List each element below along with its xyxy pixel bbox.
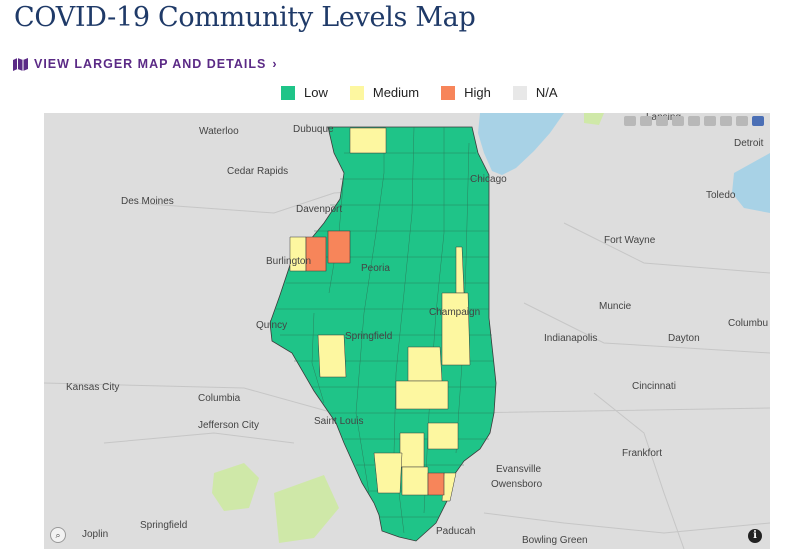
legend-swatch-medium bbox=[349, 85, 364, 100]
legend-swatch-high bbox=[441, 85, 456, 100]
legend-label-low: Low bbox=[304, 85, 328, 100]
legend-label-na: N/A bbox=[535, 85, 558, 100]
city-label: Evansville bbox=[496, 464, 541, 475]
city-label: Jefferson City bbox=[198, 420, 259, 431]
legend-item-low: Low bbox=[281, 85, 328, 100]
city-label: Frankfort bbox=[622, 448, 662, 459]
map-legend: Low Medium High N/A bbox=[281, 85, 580, 100]
camera-icon[interactable] bbox=[624, 116, 636, 126]
move-icon[interactable] bbox=[640, 116, 652, 126]
legend-swatch-na bbox=[512, 85, 527, 100]
medium-counties[interactable] bbox=[289, 127, 471, 502]
back-icon[interactable] bbox=[736, 116, 748, 126]
lake-erie bbox=[732, 153, 770, 213]
park-area bbox=[584, 113, 604, 125]
city-label: Saint Louis bbox=[314, 416, 363, 427]
city-label: Fort Wayne bbox=[604, 235, 656, 246]
city-label: Waterloo bbox=[199, 126, 239, 137]
park-area bbox=[212, 463, 259, 511]
city-label: Dubuque bbox=[293, 124, 334, 135]
city-label: Dayton bbox=[668, 333, 700, 344]
zoom-icon[interactable]: ⌕ bbox=[50, 527, 66, 543]
plotly-logo-icon[interactable] bbox=[752, 116, 764, 126]
home-icon[interactable] bbox=[720, 116, 732, 126]
city-label: Springfield bbox=[345, 331, 392, 342]
legend-item-medium: Medium bbox=[349, 85, 420, 100]
city-label: Kansas City bbox=[66, 382, 119, 393]
select-icon[interactable] bbox=[656, 116, 668, 126]
city-label: Indianapolis bbox=[544, 333, 597, 344]
map-canvas[interactable]: Waterloo Dubuque Cedar Rapids Des Moines… bbox=[44, 113, 770, 549]
city-label: Champaign bbox=[429, 307, 480, 318]
city-label: Burlington bbox=[266, 256, 311, 267]
view-larger-map-link[interactable]: VIEW LARGER MAP AND DETAILS › bbox=[13, 57, 278, 71]
info-icon[interactable]: i bbox=[748, 529, 762, 543]
legend-item-na: N/A bbox=[512, 85, 558, 100]
legend-label-high: High bbox=[464, 85, 491, 100]
city-label: Detroit bbox=[734, 138, 764, 149]
city-label: Muncie bbox=[599, 301, 632, 312]
lasso-icon[interactable] bbox=[672, 116, 684, 126]
lake-michigan bbox=[478, 113, 564, 175]
city-label: Bowling Green bbox=[522, 535, 588, 546]
city-label: Joplin bbox=[82, 529, 108, 540]
city-label: Springfield bbox=[140, 520, 187, 531]
city-label: Columbu bbox=[728, 318, 768, 329]
zoom-out-icon[interactable] bbox=[704, 116, 716, 126]
zoom-in-icon[interactable] bbox=[688, 116, 700, 126]
city-label: Des Moines bbox=[121, 196, 174, 207]
map-toolbar bbox=[624, 116, 764, 126]
park-area bbox=[274, 475, 339, 543]
city-label: Columbia bbox=[198, 393, 241, 404]
legend-swatch-low bbox=[281, 85, 295, 100]
high-counties[interactable] bbox=[305, 230, 445, 496]
city-label: Owensboro bbox=[491, 479, 543, 490]
city-label: Toledo bbox=[706, 190, 736, 201]
legend-item-high: High bbox=[441, 85, 491, 100]
city-label: Cedar Rapids bbox=[227, 166, 288, 177]
view-larger-map-label: VIEW LARGER MAP AND DETAILS bbox=[34, 57, 267, 71]
city-label: Quincy bbox=[256, 320, 287, 331]
city-label: Davenport bbox=[296, 204, 342, 215]
page-title: COVID-19 Community Levels Map bbox=[14, 2, 476, 33]
map-icon bbox=[13, 57, 28, 71]
city-label: Chicago bbox=[470, 174, 507, 185]
city-label: Peoria bbox=[361, 263, 390, 274]
city-label: Paducah bbox=[436, 526, 475, 537]
community-levels-map[interactable]: Waterloo Dubuque Cedar Rapids Des Moines… bbox=[44, 113, 770, 549]
city-label: Cincinnati bbox=[632, 381, 676, 392]
legend-label-medium: Medium bbox=[372, 85, 420, 100]
chevron-right-icon: › bbox=[272, 57, 278, 71]
